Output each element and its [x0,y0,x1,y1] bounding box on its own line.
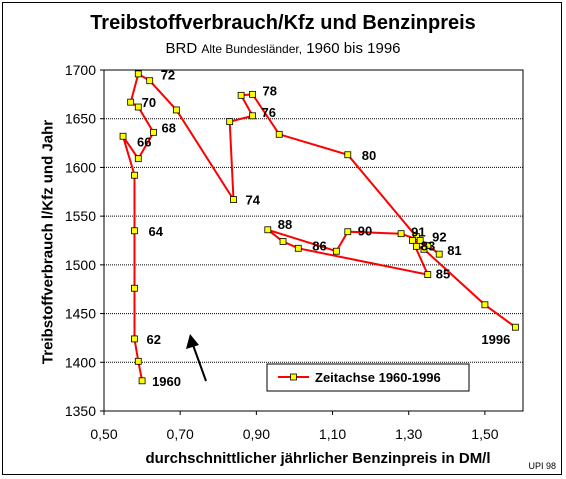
y-tick-label: 1400 [65,354,96,370]
x-tick-label: 0,50 [90,426,117,442]
data-point [412,233,420,241]
legend: Zeitachse 1960-1996 [266,363,470,392]
data-point [127,98,135,106]
year-label: 72 [161,68,175,83]
x-tick-label: 1,30 [395,426,422,442]
x-tick-label: 0,70 [167,426,194,442]
year-label: 1996 [481,332,510,347]
chart-subtitle: BRD Alte Bundesländer, 1960 bis 1996 [0,40,566,57]
year-label: 66 [137,134,151,149]
y-tick-label: 1450 [65,306,96,322]
data-point [226,118,234,126]
year-label: 83 [421,238,435,253]
data-point [424,241,432,249]
year-label: 74 [246,193,261,208]
data-point [424,271,432,279]
data-point [344,151,352,159]
subtitle-suffix: 1960 bis 1996 [306,40,401,57]
data-point [264,226,272,234]
data-point [481,301,489,309]
series-layer [119,70,519,385]
data-point [344,228,352,236]
chart-title: Treibstoffverbrauch/Kfz und Benzinpreis [90,12,476,34]
data-point [134,155,142,163]
year-label: 91 [411,225,425,240]
data-point [131,227,138,235]
x-axis-label: durchschnittlicher jährlicher Benzinprei… [145,450,491,467]
arrow-layer [186,334,207,382]
subtitle-small: Alte Bundesländer, [201,42,303,56]
data-point [412,242,420,250]
y-tick-label: 1600 [65,159,96,175]
legend-label: Zeitachse 1960-1996 [315,370,441,385]
year-label: 86 [312,238,326,253]
data-point [230,196,237,203]
x-tick-label: 0,90 [243,426,270,442]
year-label: 81 [447,243,461,258]
y-tick-label: 1650 [65,111,96,127]
data-point [294,244,302,252]
year-label: 80 [362,148,376,163]
year-label: 1960 [152,374,181,389]
year-label: 90 [358,224,372,239]
data-point [332,247,340,255]
data-point [435,250,443,258]
data-point [511,323,519,331]
source-label: UPI 98 [528,461,556,471]
year-label: 88 [278,217,292,232]
data-point [131,335,138,343]
plot-area [103,69,524,412]
data-point [131,171,138,179]
data-point [279,238,287,245]
data-point [134,70,142,78]
data-point [119,132,127,140]
year-label: 62 [146,332,160,347]
data-point [237,91,245,99]
year-label: 76 [262,105,276,120]
data-point [146,77,154,85]
year-label: 64 [148,224,163,239]
year-label: 68 [162,120,176,135]
year-label: 92 [432,230,446,245]
direction-arrow-shaft [192,344,207,382]
data-point [420,245,428,253]
data-point [409,237,416,244]
data-point [131,284,138,292]
y-tick-label: 1350 [65,403,96,419]
data-point [249,90,256,98]
year-label: 70 [142,95,156,110]
subtitle-prefix: BRD [165,40,198,57]
axis-layer: 1350 1400 1450 1500 1550 1600 1650 1700 0,50 0,70… [65,62,499,442]
data-point [397,230,405,238]
direction-arrow-head [186,334,199,349]
year-label: 78 [263,83,277,98]
x-tick-label: 1,10 [319,426,346,442]
legend-marker [290,373,297,381]
data-point [138,377,146,385]
data-point [134,357,142,365]
data-point [172,106,180,114]
year-label: 85 [436,267,450,282]
data-point [150,128,157,136]
data-point [249,112,256,120]
x-tick-label: 1,50 [471,426,498,442]
y-tick-label: 1550 [65,208,96,224]
data-point [134,103,142,111]
y-tick-label: 1700 [65,62,96,78]
series-line [122,72,516,381]
y-tick-label: 1500 [65,257,96,273]
data-point [275,130,283,138]
data-point [416,237,424,244]
